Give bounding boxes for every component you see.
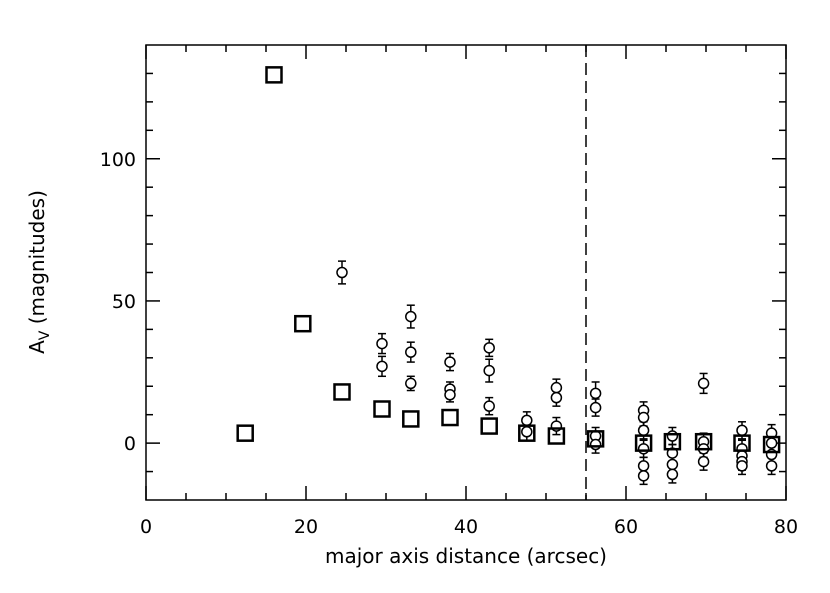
circle-point <box>550 381 563 394</box>
circle-point <box>405 377 417 390</box>
error-bars <box>338 260 776 486</box>
y-axis-label-subscript: V <box>37 330 53 340</box>
circle-point <box>444 389 456 401</box>
circle-point <box>376 337 388 350</box>
circle-point <box>483 364 495 377</box>
circle-point <box>666 468 679 481</box>
circle-point <box>483 400 495 412</box>
circle-point <box>376 360 388 373</box>
y-tick-label: 100 <box>100 149 136 171</box>
axis-ticks <box>145 45 787 500</box>
y-axis-label-main: A <box>25 340 49 354</box>
circle-point <box>521 426 533 438</box>
circle-point <box>666 430 679 442</box>
circle-point <box>736 460 748 472</box>
y-axis-label: AV (magnitudes) <box>25 190 53 354</box>
x-tick-label: 0 <box>140 516 152 538</box>
square-point <box>663 432 682 451</box>
circle-point <box>550 391 563 404</box>
circle-point <box>405 346 417 358</box>
circle-point <box>589 438 602 451</box>
circle-point <box>637 424 650 437</box>
circle-point <box>637 470 650 482</box>
x-tick-label: 80 <box>774 516 798 538</box>
circle-point <box>765 437 778 449</box>
square-point <box>762 435 781 454</box>
square-series <box>236 66 781 454</box>
square-point <box>586 430 605 448</box>
square-point <box>694 432 713 451</box>
square-point <box>480 417 498 435</box>
circle-point <box>336 266 348 279</box>
square-point <box>373 400 391 418</box>
circle-point <box>736 424 748 437</box>
x-tick-label: 40 <box>454 516 478 538</box>
y-axis-label-rest: (magnitudes) <box>25 190 49 331</box>
circle-point <box>637 443 650 455</box>
circle-point <box>697 377 710 390</box>
circle-point <box>666 458 679 471</box>
square-point <box>236 424 254 442</box>
circle-point <box>697 455 710 468</box>
square-point <box>518 424 536 442</box>
circle-point <box>765 460 778 472</box>
x-tick-label: 20 <box>294 516 318 538</box>
x-tick-label: 60 <box>614 516 638 538</box>
axis-tick-labels: 0 20 40 60 80 0 50 100 <box>100 149 798 538</box>
square-point <box>733 434 751 452</box>
square-point <box>294 314 312 333</box>
square-point <box>402 410 420 428</box>
x-axis-label: major axis distance (arcsec) <box>325 544 607 568</box>
y-tick-label: 0 <box>124 433 136 455</box>
circle-point <box>444 356 456 368</box>
circle-point <box>589 401 602 414</box>
square-point <box>333 383 351 401</box>
circle-point <box>589 387 602 400</box>
square-point <box>634 434 653 452</box>
plot-frame <box>145 44 787 501</box>
circle-point <box>405 310 417 323</box>
circle-point <box>637 411 650 424</box>
y-tick-label: 50 <box>112 291 136 313</box>
circle-point <box>483 342 495 354</box>
square-point <box>265 66 283 84</box>
square-point <box>547 427 566 445</box>
circle-point <box>637 460 650 472</box>
square-point <box>441 408 459 427</box>
circle-point <box>521 414 533 427</box>
